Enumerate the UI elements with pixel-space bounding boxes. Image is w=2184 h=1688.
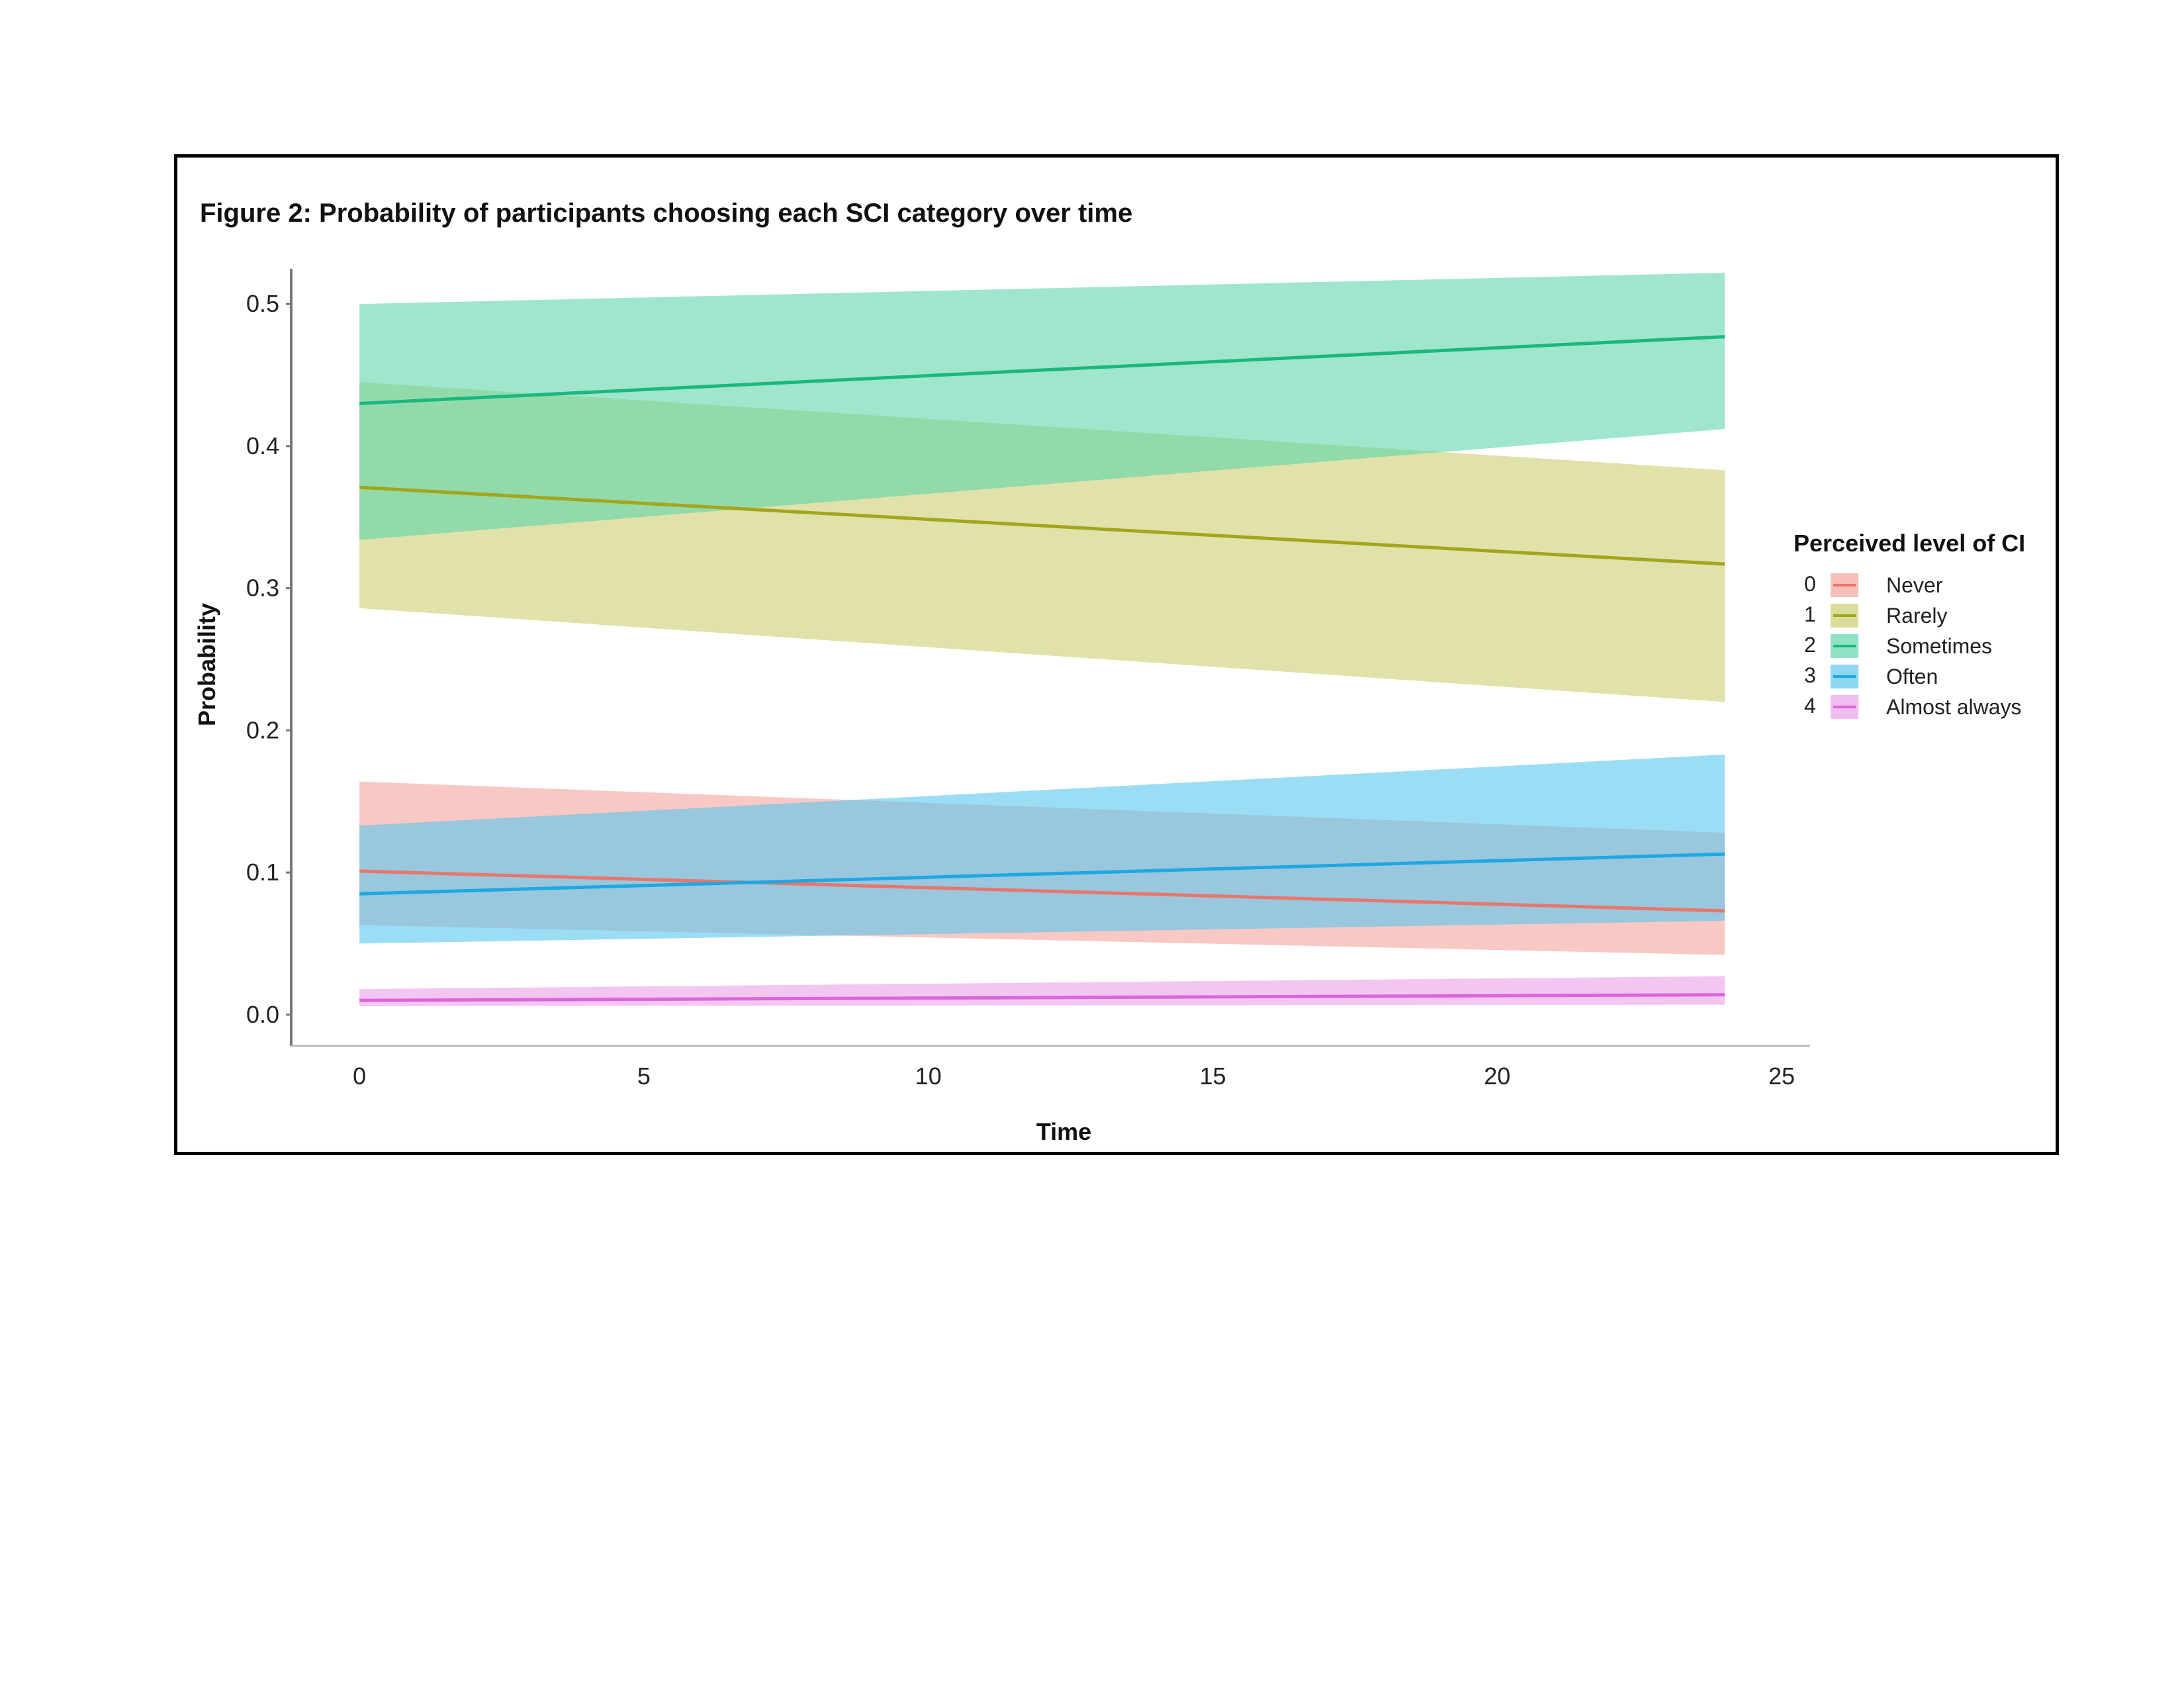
x-tick-label: 15 xyxy=(1199,1062,1226,1090)
legend-label: Never xyxy=(1886,573,1943,597)
legend-swatch xyxy=(1831,573,1858,597)
figure-title: Figure 2: Probability of participants ch… xyxy=(200,199,1133,228)
legend: Perceived level of CI 0 Never 1 Rarely 2 Some… xyxy=(1794,530,2045,724)
legend-code: 1 xyxy=(1804,602,1816,626)
band-often xyxy=(359,754,1725,944)
y-tick-label: 0.5 xyxy=(246,290,279,317)
axes: 0.0 0.1 0.2 0.3 0.4 0.5 0 5 10 15 20 25 Time Probabil… xyxy=(193,269,1810,1145)
legend-label: Often xyxy=(1886,665,1938,688)
series-line-rarely xyxy=(359,485,1725,566)
legend-label: Sometimes xyxy=(1886,634,1993,658)
legend-code: 2 xyxy=(1804,633,1816,657)
series-lines xyxy=(359,335,1725,1002)
x-tick-label: 25 xyxy=(1768,1062,1795,1090)
series-line-never xyxy=(359,869,1725,913)
series-line-often xyxy=(359,852,1725,896)
legend-title: Perceived level of CI xyxy=(1794,530,2026,557)
y-tick-label: 0.2 xyxy=(246,716,279,743)
x-tick-label: 0 xyxy=(353,1062,366,1090)
legend-code: 0 xyxy=(1804,572,1816,596)
y-tick-label: 0.3 xyxy=(246,575,279,602)
x-tick-label: 20 xyxy=(1484,1062,1510,1090)
legend-swatch xyxy=(1831,634,1858,658)
x-tick-label: 5 xyxy=(637,1062,651,1090)
band-almost-always xyxy=(359,976,1725,1006)
legend-swatch xyxy=(1831,604,1858,628)
band-sometimes xyxy=(359,273,1725,540)
y-tick-label: 0.0 xyxy=(246,1001,279,1028)
y-tick-label: 0.1 xyxy=(246,859,279,886)
x-tick-label: 10 xyxy=(915,1062,942,1090)
legend-item: 1 Rarely xyxy=(1794,602,2045,633)
x-axis-title: Time xyxy=(1036,1118,1091,1145)
legend-swatch xyxy=(1831,665,1858,688)
y-tick-label: 0.4 xyxy=(246,432,279,459)
legend-label: Almost always xyxy=(1886,695,2022,719)
legend-item: 2 Sometimes xyxy=(1794,633,2045,663)
confidence-bands xyxy=(359,273,1725,1006)
legend-code: 3 xyxy=(1804,663,1816,687)
legend-code: 4 xyxy=(1804,694,1816,718)
legend-label: Rarely xyxy=(1886,604,1948,628)
legend-item: 0 Never xyxy=(1794,572,2045,602)
legend-item: 3 Often xyxy=(1794,663,2045,694)
legend-item: 4 Almost always xyxy=(1794,694,2045,724)
legend-swatch xyxy=(1831,695,1858,719)
y-axis-title: Probability xyxy=(193,603,220,726)
series-line-sometimes xyxy=(359,335,1725,406)
series-line-almost-always xyxy=(359,993,1725,1002)
